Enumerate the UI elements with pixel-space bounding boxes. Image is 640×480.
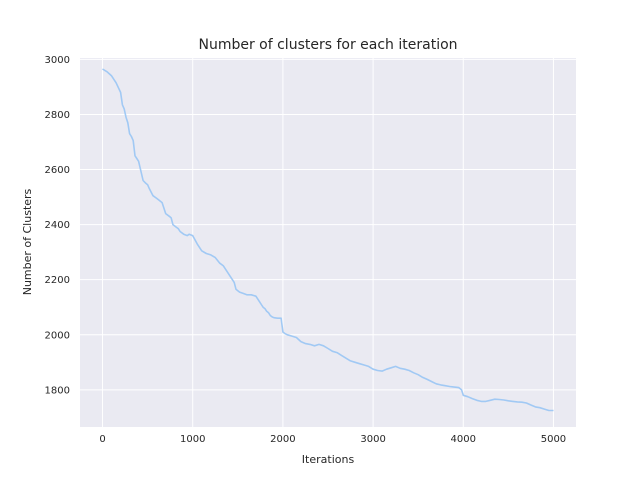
series-line xyxy=(102,68,554,412)
x-tick-label: 4000 xyxy=(451,434,476,445)
y-axis-ticks: 1800 2000 2200 2400 2600 2800 3000 xyxy=(45,55,70,396)
series-line-group xyxy=(102,68,554,412)
x-tick-label: 5000 xyxy=(541,434,566,445)
x-tick-label: 1000 xyxy=(180,434,205,445)
chart-title: Number of clusters for each iteration xyxy=(198,37,457,53)
x-tick-label: 0 xyxy=(99,434,105,445)
y-tick-label: 1800 xyxy=(45,385,70,396)
y-axis-label: Number of Clusters xyxy=(21,188,34,295)
x-axis-ticks: 0 1000 2000 3000 4000 5000 xyxy=(99,434,566,445)
y-tick-label: 2200 xyxy=(45,275,70,286)
y-tick-label: 2000 xyxy=(45,330,70,341)
x-tick-label: 2000 xyxy=(270,434,295,445)
grid xyxy=(80,58,576,427)
y-tick-label: 2400 xyxy=(45,220,70,231)
y-tick-label: 2600 xyxy=(45,165,70,176)
x-axis-label: Iterations xyxy=(302,453,355,466)
x-tick-label: 3000 xyxy=(360,434,385,445)
y-tick-label: 2800 xyxy=(45,110,70,121)
y-tick-label: 3000 xyxy=(45,55,70,66)
plot-background xyxy=(80,58,576,427)
